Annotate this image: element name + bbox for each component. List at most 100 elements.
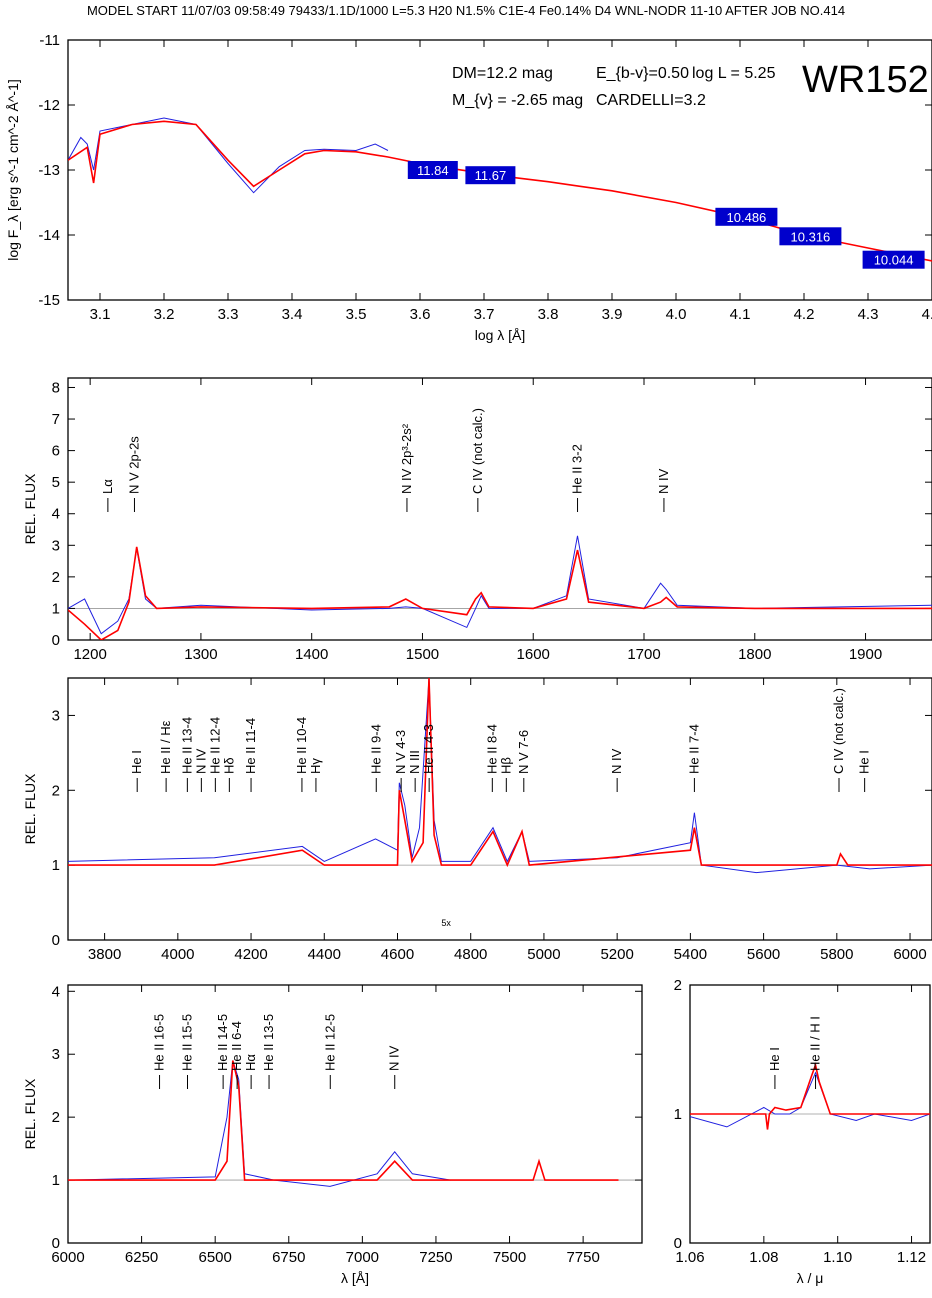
sed-model-spectrum	[68, 120, 932, 262]
ir-y-tick-label: 2	[674, 977, 682, 994]
uv-x-tick-label: 1800	[738, 646, 771, 663]
sed-x-tick-label: 4.3	[858, 306, 879, 323]
uv-line-label: N IV 2p³-2s²	[399, 423, 414, 494]
ir-observed-spectrum	[690, 1071, 930, 1128]
optical-x-tick-label: 4800	[454, 946, 487, 963]
optical-line-label: He II 13-4	[179, 717, 194, 774]
optical-x-tick-label: 4400	[308, 946, 341, 963]
uv-line-label: Lα	[100, 479, 115, 494]
uv-y-tick-label: 8	[52, 379, 60, 396]
red-line-label: He II 16-5	[152, 1014, 167, 1071]
uv-y-tick-label: 5	[52, 474, 60, 491]
red-x-tick-label: 7250	[419, 1249, 452, 1266]
sed-x-axis-title: log λ [Å]	[475, 327, 526, 343]
uv-y-tick-label: 3	[52, 537, 60, 554]
red-panel: 6000 6250 6500 6750 7000 7250 7500 7750 0 1 2 3 4 λ […	[22, 983, 643, 1286]
sed-x-tick-label: 3.5	[346, 306, 367, 323]
optical-line-label: C IV (not calc.)	[831, 688, 846, 774]
optical-y-tick-label: 0	[52, 932, 60, 949]
uv-line-label: N V 2p-2s	[126, 436, 141, 494]
optical-x-tick-label: 5200	[600, 946, 633, 963]
red-y-axis-title: REL. FLUX	[22, 1078, 38, 1149]
red-x-tick-label: 6750	[272, 1249, 305, 1266]
uv-y-tick-label: 4	[52, 506, 60, 523]
header-text: MODEL START 11/07/03 09:58:49 79433/1.1D…	[87, 3, 845, 18]
ir-x-axis-title: λ / μ	[797, 1270, 824, 1286]
uv-line-label: C IV (not calc.)	[470, 408, 485, 494]
optical-line-label: N V 7-6	[516, 730, 531, 774]
optical-line-label: N III	[407, 750, 422, 774]
uv-y-axis-title: REL. FLUX	[22, 473, 38, 544]
uv-line-label: N IV	[656, 468, 671, 494]
optical-x-tick-label: 4000	[161, 946, 194, 963]
red-y-tick-label: 4	[52, 983, 60, 1000]
red-line-label: He II 13-5	[261, 1014, 276, 1071]
uv-x-tick-label: 1900	[849, 646, 882, 663]
optical-line-label: He II 4-3	[421, 724, 436, 774]
uv-observed-spectrum	[68, 535, 932, 635]
optical-line-label: He II 7-4	[686, 724, 701, 774]
cardelli-annotation: CARDELLI=3.2	[596, 92, 706, 109]
sed-x-tick-label: 3.4	[282, 306, 303, 323]
ir-y-tick-label: 0	[674, 1235, 682, 1252]
ir-x-tick-label: 1.12	[897, 1249, 926, 1266]
red-x-tick-label: 7750	[566, 1249, 599, 1266]
sed-y-tick-label: -15	[38, 292, 60, 309]
red-observed-spectrum	[68, 1060, 451, 1187]
uv-y-tick-label: 2	[52, 569, 60, 586]
photometry-box	[862, 250, 925, 269]
optical-x-tick-label: 5800	[820, 946, 853, 963]
red-x-tick-label: 6250	[125, 1249, 158, 1266]
optical-observed-spectrum	[68, 678, 932, 874]
optical-y-tick-label: 3	[52, 707, 60, 724]
chart-panels: 3.1 3.2 3.3 3.4 3.5 3.6 3.7 3.8 3.9 4.0 4.1 4.2 4.3 4…	[5, 32, 932, 1286]
uv-x-tick-label: 1400	[295, 646, 328, 663]
optical-axes-frame	[67, 677, 932, 941]
optical-line-label: He I	[857, 750, 872, 774]
uv-y-tick-label: 0	[52, 632, 60, 649]
sed-x-tick-label: 4.2	[794, 306, 815, 323]
ir-panel: 1.06 1.08 1.10 1.12 0 1 2 λ / μ He I He II / H I	[674, 977, 931, 1286]
uv-x-tick-label: 1700	[627, 646, 660, 663]
optical-line-label: Hγ	[308, 758, 323, 774]
red-axes-frame	[67, 984, 643, 1244]
sed-y-axis-title: log F_λ [erg s^-1 cm^-2 Å^-1]	[5, 79, 21, 261]
red-line-label: He II 14-5	[215, 1014, 230, 1071]
ir-x-tick-label: 1.08	[749, 1249, 778, 1266]
uv-line-label: He II 3-2	[570, 444, 585, 494]
red-line-label: He II 12-5	[322, 1014, 337, 1071]
inset-magnification-label: 5x	[441, 918, 451, 928]
uv-panel: 1200 1300 1400 1500 1600 1700 1800 1900 0 1 2 3 4 5 6 7…	[22, 377, 932, 663]
uv-x-tick-label: 1500	[406, 646, 439, 663]
optical-x-tick-label: 4600	[381, 946, 414, 963]
sed-observed-spectrum	[68, 117, 389, 194]
optical-line-label: N IV	[609, 748, 624, 774]
optical-y-tick-label: 2	[52, 782, 60, 799]
optical-x-tick-label: 5400	[674, 946, 707, 963]
sed-x-tick-label: 3.1	[90, 306, 111, 323]
sed-x-tick-label: 4.4	[922, 306, 932, 323]
optical-x-tick-label: 4200	[234, 946, 267, 963]
sed-x-tick-label: 3.3	[218, 306, 239, 323]
uv-model-spectrum	[68, 546, 932, 640]
red-y-tick-label: 1	[52, 1172, 60, 1189]
photometry-box	[779, 227, 842, 246]
red-line-label: Hα	[243, 1054, 258, 1071]
optical-x-tick-label: 5600	[747, 946, 780, 963]
optical-panel: 3800 4000 4200 4400 4600 4800 5000 5200 5400 5600…	[22, 677, 932, 963]
red-x-axis-title: λ [Å]	[341, 1270, 369, 1286]
star-name: WR152	[802, 59, 929, 101]
red-x-tick-label: 6000	[51, 1249, 84, 1266]
sed-x-tick-label: 3.9	[602, 306, 623, 323]
photometry-label: 10.486	[727, 210, 767, 225]
optical-x-tick-label: 3800	[88, 946, 121, 963]
red-line-label: He II 6-4	[229, 1021, 244, 1071]
optical-line-label: Hβ	[498, 757, 513, 774]
photometry-label: 11.84	[417, 163, 449, 178]
optical-line-label: He I	[129, 750, 144, 774]
ir-x-tick-label: 1.06	[675, 1249, 704, 1266]
sed-x-tick-label: 3.2	[154, 306, 175, 323]
sed-x-tick-label: 4.1	[730, 306, 751, 323]
